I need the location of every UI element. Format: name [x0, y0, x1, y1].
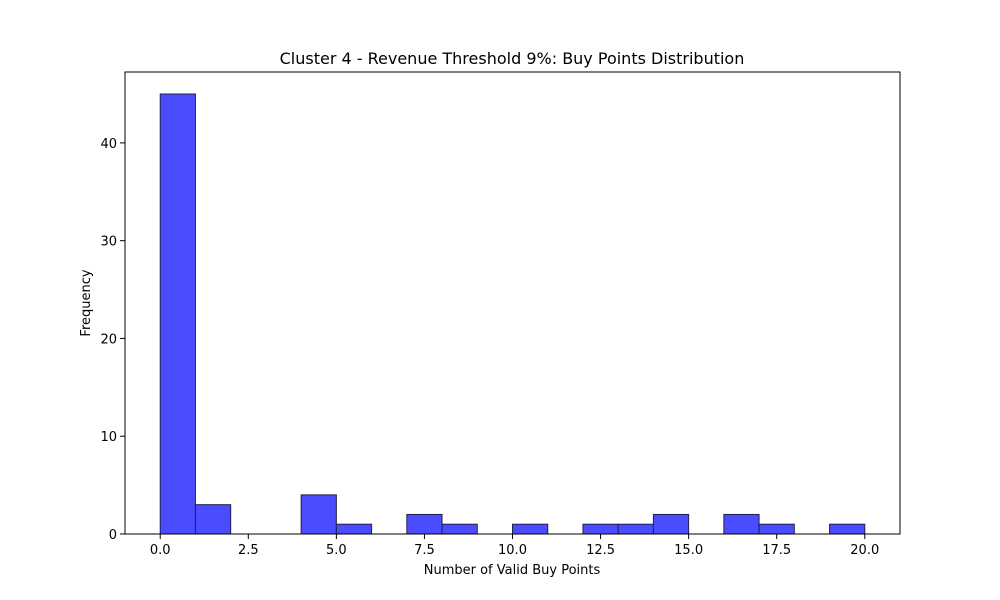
y-tick-label: 0	[109, 528, 117, 543]
histogram-bar	[617, 523, 654, 535]
x-tick-label: 5.0	[326, 543, 347, 558]
x-tick-label: 20.0	[850, 543, 879, 558]
histogram-bar	[652, 513, 690, 535]
histogram-bar	[300, 494, 337, 535]
y-tick-label: 40	[100, 137, 117, 152]
x-axis-ticks: 0.0 2.5 5.0 7.5 10.0 12.5 15.0 17.5 20.0	[150, 534, 879, 558]
x-tick-label: 15.0	[674, 543, 703, 558]
y-tick-label: 30	[100, 235, 117, 250]
histogram-bar	[723, 513, 760, 535]
x-tick-label: 7.5	[414, 543, 435, 558]
histogram-bar	[512, 523, 549, 535]
histogram-bar	[582, 523, 619, 535]
bars-group	[159, 93, 866, 535]
y-tick-label: 20	[100, 332, 117, 347]
y-tick-label: 10	[100, 430, 117, 445]
y-axis-label: Frequency	[79, 269, 94, 336]
x-axis-label: Number of Valid Buy Points	[424, 563, 601, 578]
chart-title: Cluster 4 - Revenue Threshold 9%: Buy Po…	[280, 49, 745, 68]
x-tick-label: 0.0	[150, 543, 171, 558]
histogram-bar	[194, 504, 232, 535]
histogram-bar	[159, 93, 196, 535]
x-tick-label: 17.5	[762, 543, 791, 558]
y-axis-ticks: 0 10 20 30 40	[100, 137, 125, 543]
x-tick-label: 2.5	[238, 543, 259, 558]
histogram-bar	[829, 523, 866, 535]
x-tick-label: 12.5	[586, 543, 615, 558]
plot-frame	[124, 71, 901, 535]
histogram-bar	[758, 523, 795, 535]
histogram-bar	[335, 523, 373, 535]
histogram-bar	[441, 523, 478, 535]
histogram-bar	[406, 513, 443, 535]
x-tick-label: 10.0	[498, 543, 527, 558]
